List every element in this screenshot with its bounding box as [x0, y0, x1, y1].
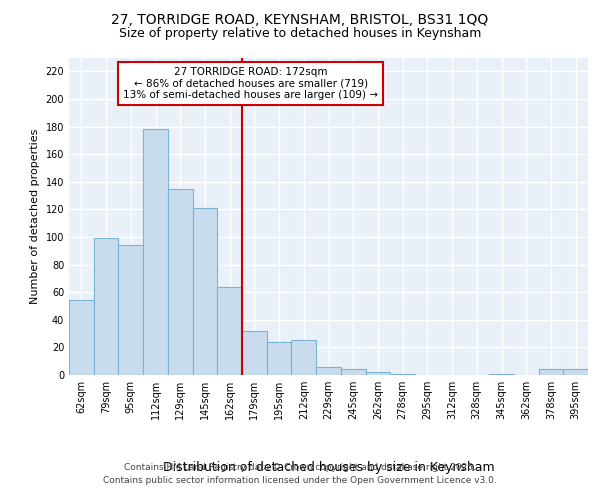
- Bar: [390, 374, 415, 375]
- Bar: [168, 188, 193, 375]
- Text: Size of property relative to detached houses in Keynsham: Size of property relative to detached ho…: [119, 28, 481, 40]
- Bar: [217, 286, 242, 375]
- Bar: [563, 370, 588, 375]
- Text: Contains public sector information licensed under the Open Government Licence v3: Contains public sector information licen…: [103, 476, 497, 485]
- Bar: [365, 372, 390, 375]
- Bar: [69, 300, 94, 375]
- Bar: [341, 370, 365, 375]
- Bar: [118, 245, 143, 375]
- Bar: [143, 130, 168, 375]
- Bar: [267, 342, 292, 375]
- Text: Contains HM Land Registry data © Crown copyright and database right 2025.: Contains HM Land Registry data © Crown c…: [124, 464, 476, 472]
- X-axis label: Distribution of detached houses by size in Keynsham: Distribution of detached houses by size …: [163, 461, 494, 474]
- Bar: [316, 366, 341, 375]
- Bar: [242, 331, 267, 375]
- Text: 27 TORRIDGE ROAD: 172sqm
← 86% of detached houses are smaller (719)
13% of semi-: 27 TORRIDGE ROAD: 172sqm ← 86% of detach…: [123, 67, 378, 100]
- Bar: [489, 374, 514, 375]
- Bar: [539, 370, 563, 375]
- Bar: [292, 340, 316, 375]
- Bar: [94, 238, 118, 375]
- Text: 27, TORRIDGE ROAD, KEYNSHAM, BRISTOL, BS31 1QQ: 27, TORRIDGE ROAD, KEYNSHAM, BRISTOL, BS…: [112, 12, 488, 26]
- Y-axis label: Number of detached properties: Number of detached properties: [30, 128, 40, 304]
- Bar: [193, 208, 217, 375]
